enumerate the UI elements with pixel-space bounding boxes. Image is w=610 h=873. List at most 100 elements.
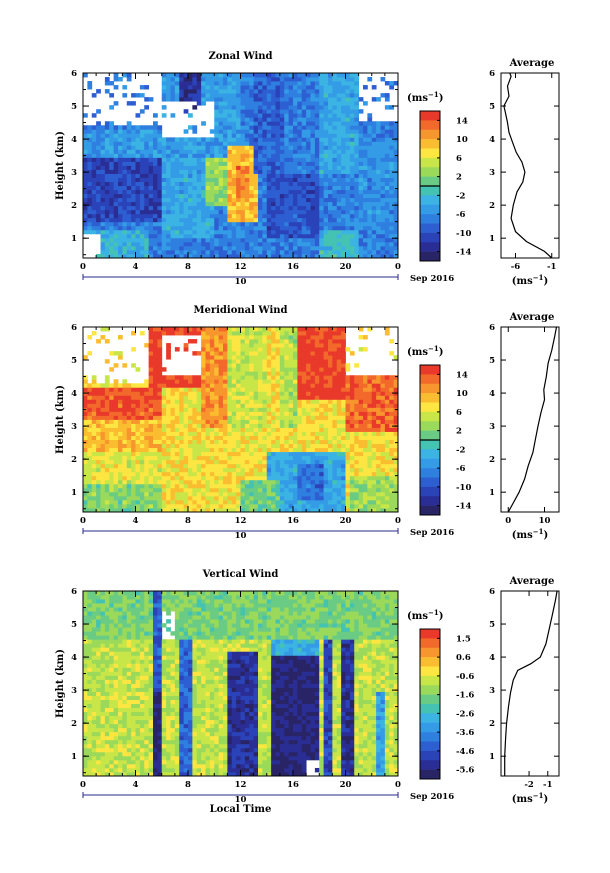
heatmap-cell <box>157 451 163 457</box>
heatmap-cell <box>227 233 233 239</box>
heatmap-cell <box>122 479 128 485</box>
heatmap-cell <box>113 209 119 215</box>
heatmap-cell <box>205 197 211 203</box>
heatmap-cell <box>201 121 206 126</box>
heatmap-cell <box>183 423 189 428</box>
heatmap-cell <box>266 427 272 432</box>
heatmap-cell <box>148 491 154 497</box>
heatmap-cell <box>170 161 176 166</box>
heatmap-cell <box>87 447 93 453</box>
heatmap-cell <box>341 121 346 126</box>
heatmap-cell <box>253 101 259 106</box>
heatmap-cell <box>363 221 368 227</box>
heatmap-cell <box>183 153 189 158</box>
heatmap-cell <box>87 209 93 215</box>
heatmap-cell <box>231 479 237 485</box>
heatmap-cell <box>284 367 290 372</box>
heatmap-cell <box>144 105 150 110</box>
heatmap-cell <box>139 487 145 493</box>
heatmap-cell <box>157 499 163 505</box>
heatmap-cell <box>306 221 311 227</box>
heatmap-cell <box>104 217 110 223</box>
heatmap-cell <box>249 431 255 436</box>
heatmap-cell <box>266 109 272 114</box>
heatmap-cell <box>301 185 307 191</box>
heatmap-cell <box>174 411 180 416</box>
heatmap-cell <box>96 443 101 449</box>
heatmap-cell <box>83 149 88 154</box>
heatmap-cell <box>293 129 298 134</box>
heatmap-cell <box>196 169 202 174</box>
heatmap-cell <box>227 241 233 247</box>
heatmap-cell <box>104 181 110 187</box>
heatmap-cell <box>91 141 97 146</box>
heatmap-cell <box>218 335 224 340</box>
heatmap-cell <box>183 145 189 150</box>
heatmap-cell <box>389 229 395 235</box>
heatmap-cell <box>236 217 241 223</box>
heatmap-cell <box>218 73 224 78</box>
heatmap-cell <box>266 189 272 195</box>
heatmap-cell <box>218 411 224 416</box>
heatmap-cell <box>328 249 333 255</box>
heatmap-cell <box>113 451 119 457</box>
heatmap-cell <box>354 237 360 243</box>
heatmap-cell <box>183 331 189 336</box>
heatmap-cell <box>188 475 193 481</box>
heatmap-cell <box>363 181 368 187</box>
heatmap-cell <box>188 407 193 412</box>
heatmap-cell <box>109 459 115 465</box>
heatmap-cell <box>262 415 268 420</box>
heatmap-cell <box>275 419 281 424</box>
heatmap-cell <box>284 495 290 501</box>
heatmap-cell <box>104 439 110 445</box>
heatmap-cell <box>91 169 97 174</box>
heatmap-cell <box>354 193 360 199</box>
heatmap-cell <box>192 213 198 219</box>
heatmap-cell <box>227 105 233 110</box>
heatmap-cell <box>214 439 220 445</box>
heatmap-cell <box>209 495 215 501</box>
heatmap-cell <box>279 459 285 465</box>
heatmap-cell <box>384 97 390 102</box>
heatmap-cell <box>144 209 150 215</box>
heatmap-cell <box>126 427 132 432</box>
heatmap-cell <box>332 157 338 162</box>
heatmap-cell <box>380 205 386 211</box>
heatmap-cell <box>161 379 167 384</box>
heatmap-cell <box>279 351 285 356</box>
heatmap-cell <box>188 503 193 509</box>
heatmap-cell <box>275 391 281 396</box>
heatmap-cell <box>389 181 395 187</box>
heatmap-cell <box>218 479 224 485</box>
heatmap-cell <box>144 205 150 211</box>
heatmap-cell <box>336 129 342 134</box>
heatmap-cell <box>275 233 281 239</box>
heatmap-cell <box>358 201 364 207</box>
heatmap-cell <box>240 455 246 461</box>
heatmap-cell <box>328 161 333 166</box>
heatmap-cell <box>144 245 150 251</box>
heatmap-cell <box>319 93 325 98</box>
heatmap-cell <box>96 133 101 138</box>
heatmap-cell <box>104 395 110 400</box>
heatmap-cell <box>100 423 106 428</box>
heatmap-cell <box>253 419 259 424</box>
heatmap-cell <box>91 225 97 231</box>
heatmap-cell <box>358 205 364 211</box>
heatmap-cell <box>201 141 206 146</box>
heatmap-cell <box>371 141 377 146</box>
heatmap-cell <box>183 375 189 380</box>
heatmap-cell <box>166 157 171 162</box>
heatmap-cell <box>196 479 202 485</box>
heatmap-cell <box>354 85 360 90</box>
heatmap-cell <box>236 431 241 436</box>
heatmap-cell <box>218 467 224 473</box>
heatmap-cell <box>293 189 298 195</box>
heatmap-cell <box>262 499 268 505</box>
heatmap-cell <box>258 499 263 505</box>
heatmap-cell <box>249 125 255 130</box>
heatmap-cell <box>284 471 290 477</box>
heatmap-cell <box>192 375 198 380</box>
heatmap-cell <box>336 161 342 166</box>
